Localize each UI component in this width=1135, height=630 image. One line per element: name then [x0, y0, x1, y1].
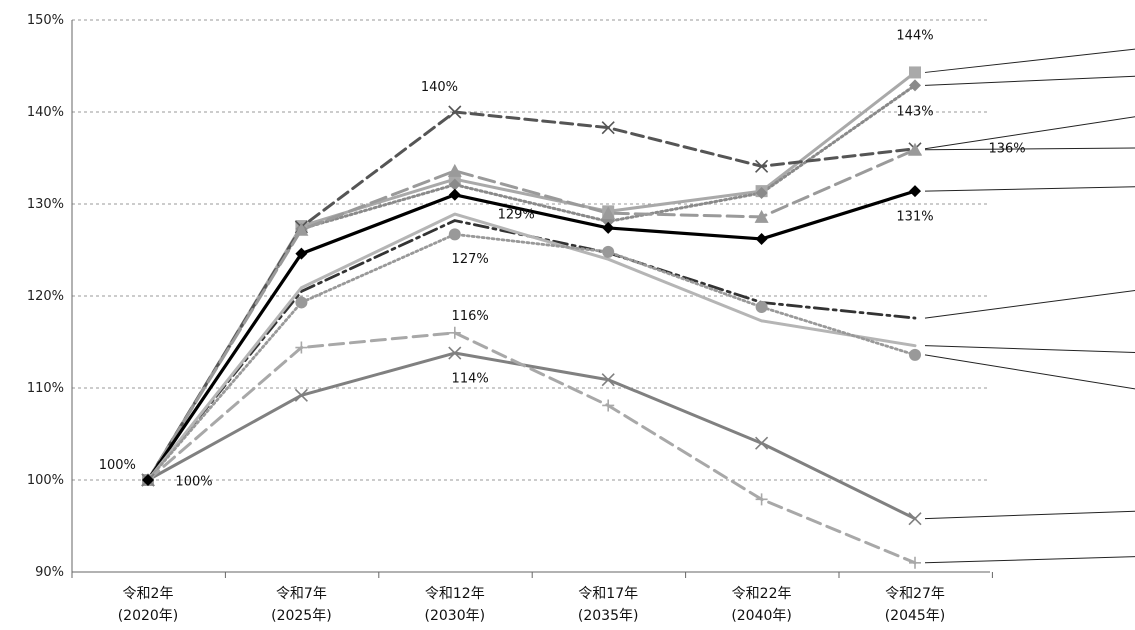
x-tick-label-line: (2045年) — [885, 608, 946, 624]
y-tick-label: 110% — [27, 381, 64, 396]
circle-marker — [295, 296, 308, 309]
x-tick-label-line: 令和12年 — [425, 586, 485, 602]
axes — [71, 20, 993, 578]
x-marker — [448, 346, 462, 360]
data-label: 100% — [175, 475, 212, 490]
leader-line — [924, 116, 1135, 150]
x-tick-label-line: (2040年) — [731, 608, 792, 624]
y-tick-label: 120% — [27, 289, 64, 304]
x-tick-label: 令和2年 (2020年) — [118, 586, 179, 624]
leader-line — [924, 556, 1135, 564]
x-axis-tick-labels: 令和2年 (2020年) 令和7年 (2025年) 令和12年 (2030年) 令和17年 (… — [118, 586, 946, 624]
diamond-marker — [755, 186, 768, 199]
circle-marker — [448, 228, 461, 241]
data-label: 131% — [896, 210, 933, 225]
series-markers — [141, 66, 922, 569]
x-tick-label: 令和17年 (2035年) — [578, 586, 639, 624]
diamond-marker — [142, 474, 154, 486]
x-tick-label-line: 令和2年 — [123, 586, 174, 602]
x-tick-label-line: 令和7年 — [276, 586, 327, 602]
data-label: 129% — [498, 208, 535, 223]
grid-lines — [72, 19, 990, 481]
series-lines — [146, 70, 917, 565]
leader-line — [924, 345, 1135, 353]
x-tick-label-line: (2035年) — [578, 608, 639, 624]
data-label: 144% — [896, 28, 933, 43]
x-tick-label-line: (2030年) — [425, 608, 486, 624]
plus-marker — [602, 399, 615, 412]
leader-line — [924, 290, 1135, 319]
x-marker — [755, 159, 769, 173]
y-tick-label: 150% — [27, 13, 64, 28]
x-tick-label-line: (2020年) — [118, 608, 179, 624]
triangle-marker — [294, 222, 309, 236]
plus-marker — [909, 556, 921, 569]
data-label: 116% — [452, 309, 489, 324]
series-line — [146, 331, 917, 565]
leader-line — [924, 75, 1135, 86]
diamond-marker — [755, 232, 768, 245]
data-labels: 144% 143% 136% 131% 140% 129% 127% 116% 114% 100%… — [99, 28, 1026, 489]
data-label: 143% — [896, 105, 933, 120]
series-line — [146, 212, 917, 482]
leader-line — [924, 186, 1135, 192]
x-marker — [448, 105, 462, 119]
y-tick-label: 130% — [27, 197, 64, 212]
x-tick-label-line: (2025年) — [271, 608, 332, 624]
y-tick-label: 140% — [27, 105, 64, 120]
circle-marker — [909, 348, 921, 361]
diamond-marker — [295, 247, 308, 260]
diamond-marker — [909, 185, 921, 198]
series-line — [146, 351, 917, 521]
triangle-marker — [754, 209, 769, 223]
series-label-leaders — [924, 48, 1135, 564]
data-label: 114% — [452, 371, 489, 386]
series-line — [146, 219, 917, 482]
plus-marker — [448, 326, 461, 339]
x-tick-label-line: 令和17年 — [578, 586, 638, 602]
leader-line — [924, 147, 1135, 151]
series-line — [146, 70, 917, 482]
triangle-marker — [601, 206, 616, 220]
data-label: 100% — [99, 458, 136, 473]
diamond-marker — [448, 188, 461, 201]
x-marker — [601, 373, 615, 387]
x-marker — [294, 388, 308, 402]
leader-line — [924, 510, 1135, 520]
diamond-marker — [909, 79, 921, 92]
x-tick-label: 令和22年 (2040年) — [731, 586, 792, 624]
x-marker — [908, 512, 922, 526]
square-marker — [909, 66, 921, 79]
x-tick-label: 令和27年 (2045年) — [885, 586, 946, 624]
plus-marker — [295, 341, 308, 354]
x-tick-label-line: 令和22年 — [732, 586, 792, 602]
y-axis-tick-labels: 90% 100% 110% 120% 130% 140% 150% — [27, 13, 64, 580]
x-marker — [601, 121, 615, 135]
diamond-marker — [602, 221, 615, 234]
x-marker — [755, 436, 769, 450]
x-tick-label-line: 令和27年 — [885, 586, 945, 602]
x-tick-label: 令和7年 (2025年) — [271, 586, 332, 624]
series-line — [146, 232, 917, 482]
circle-marker — [755, 301, 768, 314]
triangle-marker — [908, 142, 922, 156]
circle-marker — [602, 245, 615, 258]
data-label: 127% — [452, 252, 489, 267]
diamond-marker — [448, 178, 461, 191]
series-line — [146, 148, 917, 482]
series-line — [146, 83, 917, 482]
triangle-marker — [447, 163, 462, 177]
series-line — [146, 189, 917, 482]
data-label: 136% — [988, 141, 1025, 156]
leader-line — [924, 354, 1135, 390]
y-tick-label: 100% — [27, 473, 64, 488]
y-tick-label: 90% — [35, 565, 64, 580]
data-label: 140% — [421, 80, 458, 95]
plus-marker — [755, 493, 768, 506]
leader-line — [924, 48, 1135, 73]
x-tick-label: 令和12年 (2030年) — [425, 586, 486, 624]
